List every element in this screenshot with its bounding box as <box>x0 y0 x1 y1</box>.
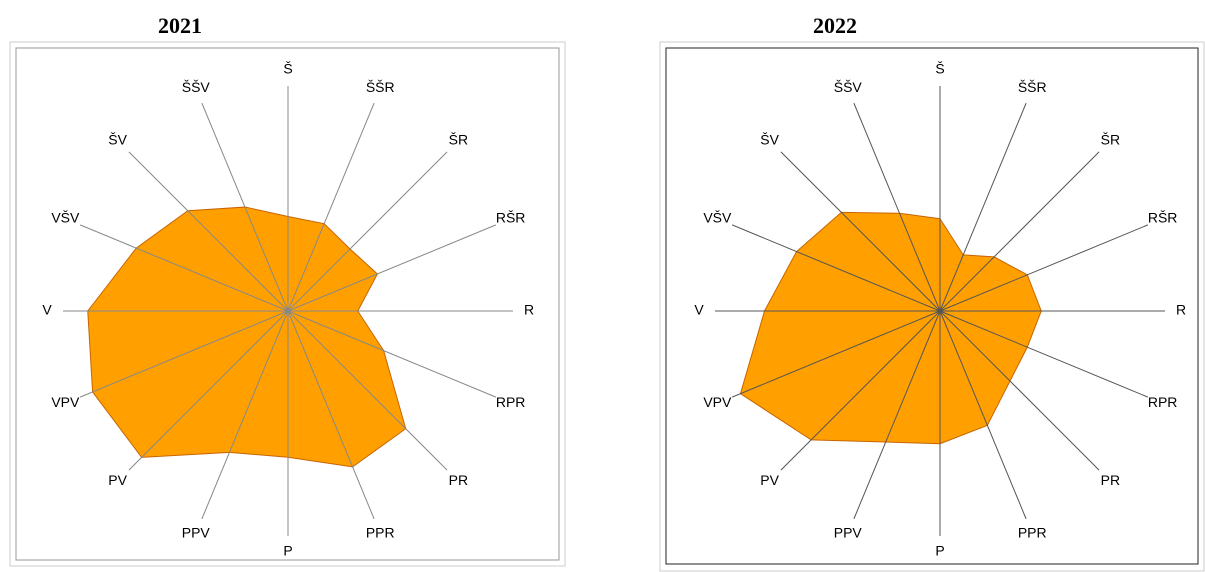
spoke <box>287 224 497 312</box>
axis-label: V <box>42 302 52 318</box>
axis-label: PV <box>108 472 127 488</box>
axis-label: VŠV <box>703 209 732 225</box>
axis-label: Š <box>283 61 292 77</box>
axis-label: VPV <box>703 394 732 410</box>
axis-label: ŠR <box>449 131 468 147</box>
spoke <box>731 224 941 312</box>
spoke <box>287 151 448 312</box>
axis-label: VPV <box>51 394 80 410</box>
axis-label: RPR <box>1148 394 1178 410</box>
spoke <box>780 151 941 312</box>
spoke <box>939 310 1027 520</box>
spoke <box>201 102 289 312</box>
spoke <box>780 310 941 471</box>
spoke <box>287 310 497 398</box>
axis-label: P <box>283 543 292 559</box>
axis-label: ŠŠV <box>834 79 863 95</box>
axis-label: ŠŠV <box>182 79 211 95</box>
chart-title: 2021 <box>158 13 202 38</box>
axis-label: RŠR <box>496 209 526 225</box>
axis-label: Š <box>935 61 944 77</box>
spoke <box>853 102 941 312</box>
axis-label: V <box>694 302 704 318</box>
axis-label: VŠV <box>51 209 80 225</box>
axis-label: PV <box>760 472 779 488</box>
axis-label: PPR <box>366 524 395 540</box>
spoke <box>128 151 289 312</box>
spoke <box>853 310 941 520</box>
spoke <box>939 151 1100 312</box>
spoke <box>939 310 1100 471</box>
axis-label: PPR <box>1018 524 1047 540</box>
spoke <box>287 310 375 520</box>
axis-label: PR <box>449 472 468 488</box>
spoke <box>287 102 375 312</box>
spoke <box>939 224 1149 312</box>
axis-label: P <box>935 543 944 559</box>
chart-title: 2022 <box>813 13 857 38</box>
spoke <box>79 224 289 312</box>
spoke <box>79 310 289 398</box>
axis-label: RPR <box>496 394 526 410</box>
axis-label: ŠŠR <box>366 79 395 95</box>
spoke <box>287 310 448 471</box>
spoke <box>939 310 1149 398</box>
spoke <box>201 310 289 520</box>
spoke <box>731 310 941 398</box>
axis-label: PPV <box>834 524 863 540</box>
axis-label: R <box>1176 302 1186 318</box>
axis-label: ŠV <box>108 131 127 147</box>
axis-label: RŠR <box>1148 209 1178 225</box>
axis-label: R <box>524 302 534 318</box>
spoke <box>128 310 289 471</box>
axis-label: ŠŠR <box>1018 79 1047 95</box>
axis-label: ŠR <box>1101 131 1120 147</box>
spoke <box>939 102 1027 312</box>
axis-label: PPV <box>182 524 211 540</box>
axis-label: ŠV <box>760 131 779 147</box>
axis-label: PR <box>1101 472 1120 488</box>
